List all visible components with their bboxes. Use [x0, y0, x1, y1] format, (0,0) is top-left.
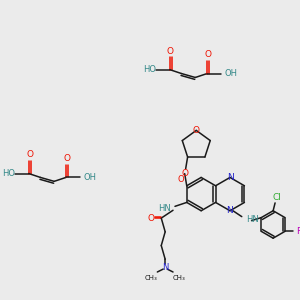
Text: O: O	[205, 50, 212, 59]
Text: O: O	[63, 154, 70, 163]
Text: HN: HN	[158, 204, 171, 213]
Text: O: O	[178, 175, 184, 184]
Text: O: O	[26, 150, 33, 159]
Text: F: F	[296, 227, 300, 236]
Text: O: O	[181, 169, 188, 178]
Text: N: N	[226, 173, 233, 182]
Text: N: N	[226, 206, 232, 215]
Text: O: O	[166, 46, 173, 56]
Text: OH: OH	[225, 69, 238, 78]
Text: HN: HN	[246, 215, 258, 224]
Text: OH: OH	[84, 173, 97, 182]
Text: CH₃: CH₃	[145, 275, 158, 281]
Text: HO: HO	[143, 65, 156, 74]
Text: Cl: Cl	[273, 193, 281, 202]
Text: HO: HO	[2, 169, 15, 178]
Text: O: O	[193, 126, 200, 135]
Text: N: N	[162, 262, 168, 272]
Text: CH₃: CH₃	[172, 275, 185, 281]
Text: O: O	[148, 214, 155, 223]
